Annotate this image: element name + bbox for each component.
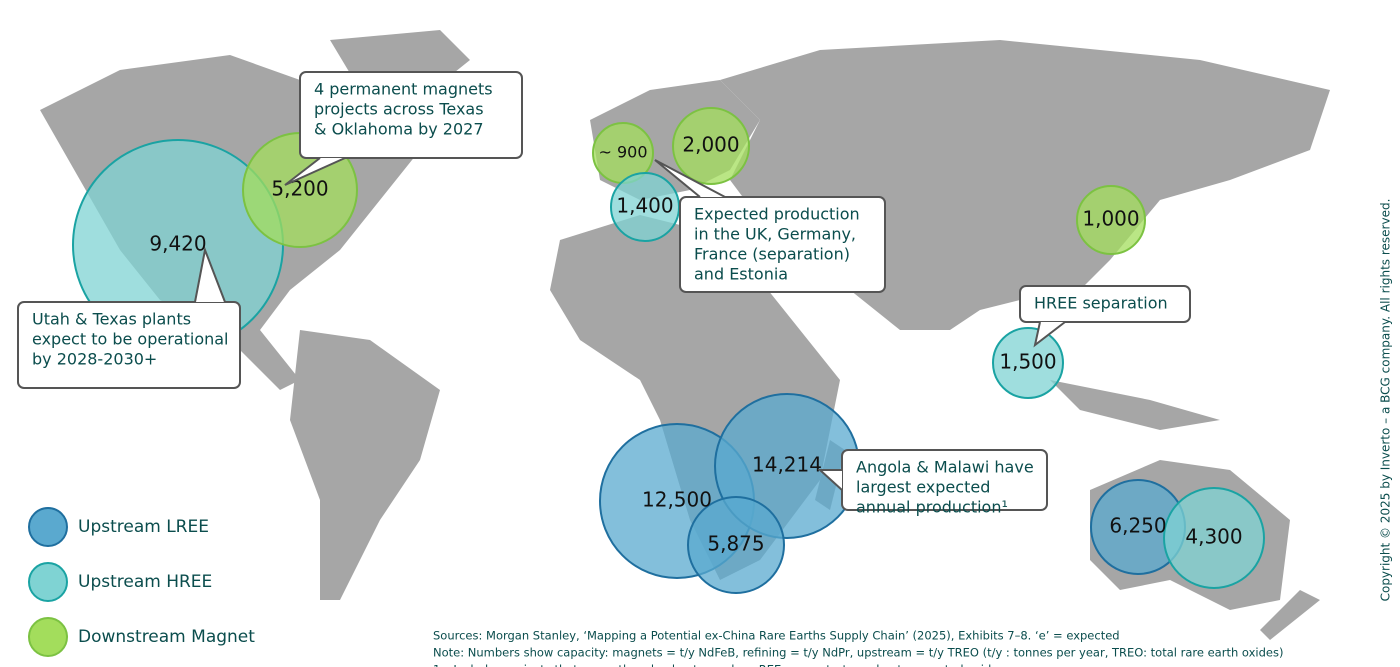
callout-cover xyxy=(20,304,238,386)
legend-label: Upstream HREE xyxy=(78,572,212,592)
callout-text: in the UK, Germany, xyxy=(694,225,856,244)
legend: Upstream LREE Upstream HREE Downstream Mag… xyxy=(28,507,255,657)
legend-label: Upstream LREE xyxy=(78,517,209,537)
note: Note: Numbers show capacity: magnets = t… xyxy=(433,646,1283,660)
legend-label: Downstream Magnet xyxy=(78,627,255,647)
bubble-label: 12,500 xyxy=(642,488,712,512)
bubble-label: 1,500 xyxy=(999,350,1056,374)
bubble-label: 4,300 xyxy=(1185,525,1242,549)
legend-swatch xyxy=(28,507,68,547)
islands xyxy=(1050,380,1220,430)
callout-text: largest expected xyxy=(856,478,990,497)
callout-text: 4 permanent magnets xyxy=(314,80,493,99)
copyright: Copyright © 2025 by Inverto – a BCG comp… xyxy=(1379,199,1393,602)
callout-text: projects across Texas xyxy=(314,100,484,119)
bubble-label: 14,214 xyxy=(752,453,822,477)
callout-text: Angola & Malawi have xyxy=(856,458,1034,477)
bubbles: 9,420 5,200 ~ 900 2,000 1,400 1,000 1,500 12,50… xyxy=(72,107,1265,594)
bubble xyxy=(992,327,1064,399)
callout-text: and Estonia xyxy=(694,265,788,284)
bubble-label: 5,875 xyxy=(707,532,764,556)
bubble-label: ~ 900 xyxy=(598,143,647,162)
note: Sources: Morgan Stanley, ‘Mapping a Pote… xyxy=(433,629,1120,643)
callout-text: expect to be operational xyxy=(32,330,229,349)
callout-text: by 2028-2030+ xyxy=(32,350,157,369)
new-zealand xyxy=(1260,590,1320,640)
bubble xyxy=(672,107,750,185)
callout-pointer xyxy=(194,246,226,303)
callout-cover xyxy=(682,199,883,290)
callout-text: Expected production xyxy=(694,205,860,224)
south-america xyxy=(290,330,440,600)
bubble xyxy=(1163,487,1265,589)
bubble-label: 2,000 xyxy=(682,133,739,157)
callout-text: HREE separation xyxy=(1034,294,1168,313)
bubble-label: 6,250 xyxy=(1109,514,1166,538)
callout-text: France (separation) xyxy=(694,245,850,264)
callout-cover xyxy=(1022,288,1188,320)
bubble-label: 1,400 xyxy=(616,194,673,218)
notes: Sources: Morgan Stanley, ‘Mapping a Pote… xyxy=(433,629,1283,667)
bubble xyxy=(1076,185,1146,255)
callout-pointer xyxy=(654,159,726,198)
note: 1 – Includes projects that currently onl… xyxy=(433,663,1004,667)
legend-swatch xyxy=(28,617,68,657)
callout-cover xyxy=(844,452,1045,508)
bubble-label: 5,200 xyxy=(271,177,328,201)
callout-text: & Oklahoma by 2027 xyxy=(314,120,484,139)
bubble xyxy=(687,496,785,594)
callout-pointer xyxy=(284,157,346,186)
callout-cover xyxy=(302,74,520,156)
bubble-label: 9,420 xyxy=(149,232,206,256)
callout-text: Utah & Texas plants xyxy=(32,310,191,329)
callout-pointer xyxy=(1033,321,1066,348)
bubble-label: 1,000 xyxy=(1082,207,1139,231)
callout-text: annual production¹ xyxy=(856,498,1008,517)
legend-swatch xyxy=(28,562,68,602)
callout-pointer xyxy=(817,469,843,491)
